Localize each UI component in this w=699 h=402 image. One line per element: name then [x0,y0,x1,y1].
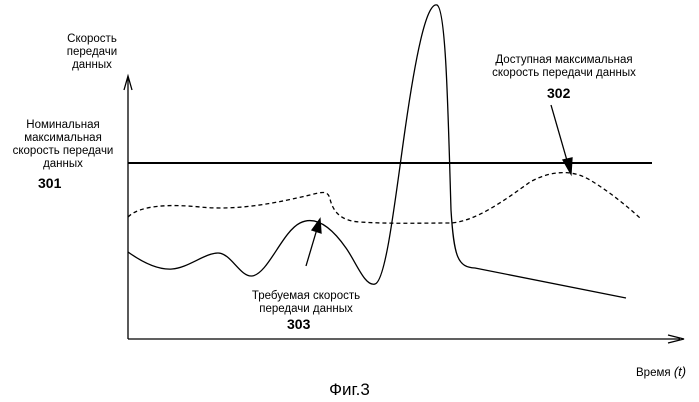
y-axis-label: Скорость передачи данных [60,33,124,72]
required-rate-label: Требуемая скорость передачи данных [236,290,376,316]
axes [124,76,684,343]
x-axis-variable: (t) [674,364,686,379]
available-max-rate-curve [128,173,640,224]
pointer-303-line [306,229,317,266]
required-rate-id: 303 [287,316,310,332]
pointer-302-line [551,105,568,164]
nominal-max-rate-label: Номинальная максимальная скорость переда… [4,119,122,171]
figure-caption: Фиг.3 [0,380,699,400]
required-rate-curve [128,5,626,298]
x-axis-label: Время (t) [636,365,686,380]
pointer-arrows [306,105,572,266]
available-max-rate-id: 302 [547,85,570,101]
available-max-rate-label: Доступная максимальная скорость передачи… [484,54,644,80]
nominal-max-rate-id: 301 [38,175,61,191]
pointer-302-head [563,158,572,174]
